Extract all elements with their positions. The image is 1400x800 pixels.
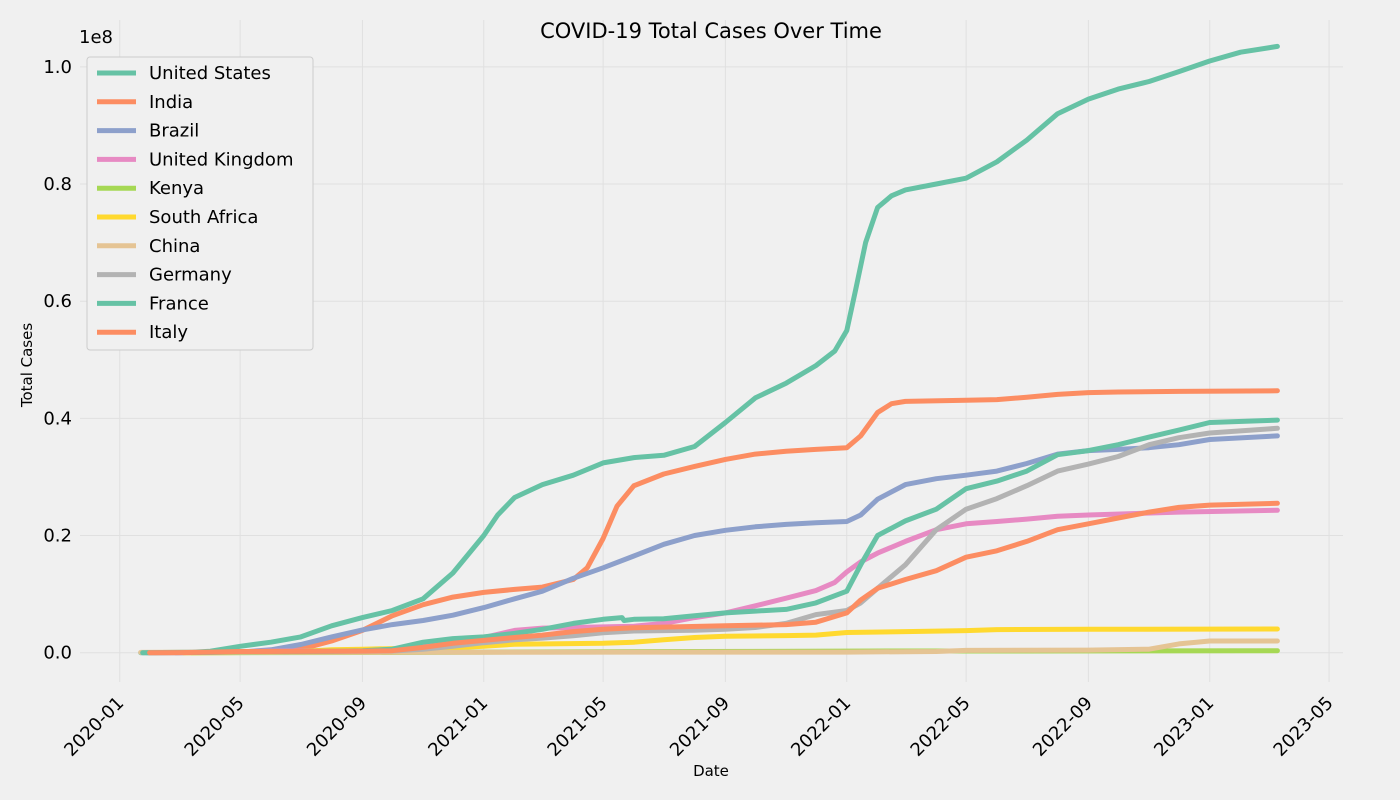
y-tick-label: 0.8 <box>43 174 72 195</box>
legend: United States India Brazil United Kingdom Ke… <box>86 56 314 351</box>
y-axis-label: Total Cases <box>18 323 36 409</box>
series-line-italy <box>147 500 1280 656</box>
y-axis-ticks: 0.0 0.2 0.4 0.6 0.8 1.0 <box>43 57 72 664</box>
legend-label: United States <box>149 63 271 84</box>
legend-label: United Kingdom <box>149 149 293 170</box>
legend-label: Germany <box>149 265 232 286</box>
legend-box <box>86 56 314 351</box>
y-offset-label: 1e8 <box>79 27 113 48</box>
y-tick-label: 0.4 <box>43 408 72 429</box>
series-line-india <box>146 388 1280 656</box>
y-tick-label: 1.0 <box>43 57 72 78</box>
y-tick-label: 0.0 <box>43 643 72 664</box>
x-axis-label: Date <box>693 762 729 780</box>
series-layer <box>138 43 1280 656</box>
legend-label: Kenya <box>149 178 204 199</box>
legend-label: South Africa <box>149 207 258 228</box>
chart-title: COVID-19 Total Cases Over Time <box>540 19 882 43</box>
legend-label: Italy <box>149 322 188 343</box>
series-line-united-states <box>138 43 1280 656</box>
legend-label: Brazil <box>149 121 199 142</box>
legend-label: China <box>149 236 200 257</box>
legend-label: India <box>149 92 193 113</box>
y-tick-label: 0.6 <box>43 291 72 312</box>
legend-label: France <box>149 293 209 314</box>
y-tick-label: 0.2 <box>43 526 72 547</box>
